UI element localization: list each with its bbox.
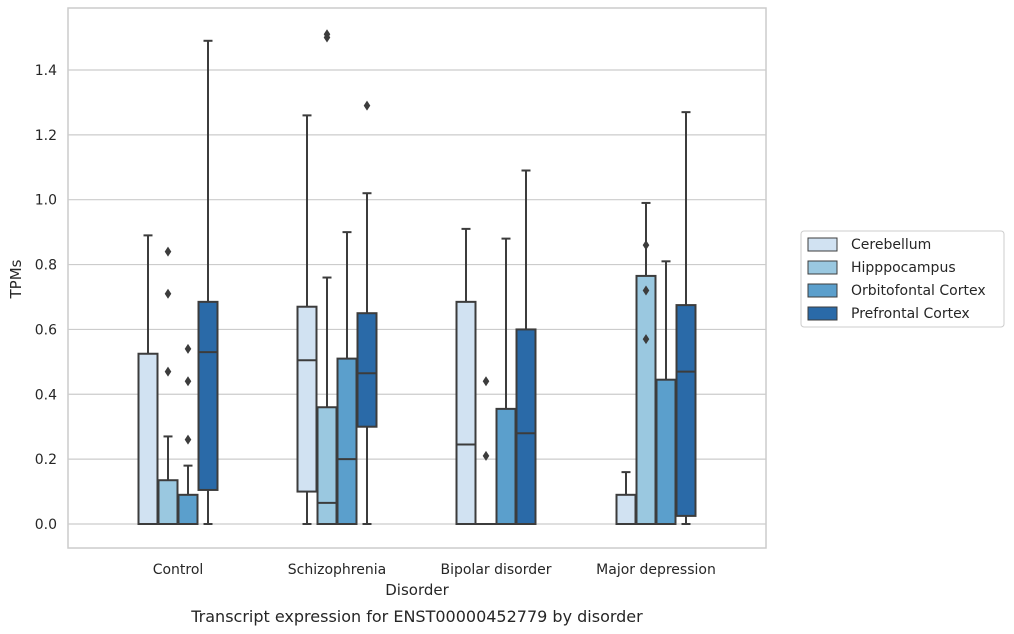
box-body	[615, 493, 637, 525]
box-body	[635, 274, 657, 525]
box-body	[157, 479, 179, 526]
box-body	[316, 406, 338, 526]
box-0-1	[296, 114, 318, 525]
x-tick-label: Control	[153, 562, 204, 578]
box-body	[675, 304, 697, 517]
legend-label: Hipppocampus	[851, 260, 956, 276]
outlier-marker	[164, 246, 172, 257]
outlier-marker	[164, 366, 172, 377]
x-tick-labels: Control Schizophrenia Bipolar disorder Majo…	[153, 562, 716, 578]
box-1-0	[157, 246, 179, 526]
x-axis-title: Disorder	[385, 581, 449, 599]
outlier-marker	[642, 334, 650, 345]
box-body	[455, 300, 477, 525]
box-body	[197, 300, 219, 491]
y-tick-label: 0.6	[35, 322, 57, 338]
box-1-1	[316, 29, 338, 526]
outlier-marker	[323, 29, 331, 40]
y-tick-label: 0.8	[35, 258, 57, 274]
chart-caption: Transcript expression for ENST0000045277…	[190, 607, 643, 626]
legend-frame	[800, 230, 1005, 328]
y-axis-title: TPMs	[7, 259, 25, 299]
outlier-marker	[482, 376, 490, 387]
legend-label: Orbitofontal Cortex	[851, 283, 986, 299]
box-layer	[137, 29, 697, 526]
box-body	[655, 378, 677, 525]
y-tick-label: 0.2	[35, 452, 57, 468]
box-body	[296, 305, 318, 493]
y-tick-label: 1.4	[35, 63, 57, 79]
plot-frame	[67, 7, 767, 549]
legend-label: Prefrontal Cortex	[851, 306, 970, 322]
legend-swatch	[807, 260, 838, 275]
box-3-1	[356, 100, 378, 525]
grid-layer	[68, 69, 766, 525]
outlier-marker	[184, 434, 192, 445]
box-body	[177, 493, 199, 525]
x-tick-label: Bipolar disorder	[440, 562, 551, 578]
outlier-marker	[184, 343, 192, 354]
legend-item: Orbitofontal Cortex	[807, 283, 986, 299]
legend-item: Hipppocampus	[807, 260, 956, 276]
legend-item: Cerebellum	[807, 237, 931, 253]
box-2-1	[336, 231, 358, 525]
legend: Cerebellum Hipppocampus Orbitofontal Corte…	[800, 230, 1005, 328]
legend-item: Prefrontal Cortex	[807, 306, 970, 322]
y-tick-labels: 0.0 0.2 0.4 0.6 0.8 1.0 1.2 1.4	[35, 63, 57, 533]
x-tick-label: Major depression	[596, 562, 716, 578]
box-2-2	[495, 237, 517, 526]
legend-label: Cerebellum	[851, 237, 931, 253]
outlier-marker	[642, 285, 650, 296]
x-tick-label: Schizophrenia	[288, 562, 386, 578]
y-tick-label: 1.0	[35, 193, 57, 209]
box-1-3	[635, 201, 657, 525]
legend-swatch	[807, 306, 838, 321]
box-3-2	[515, 169, 537, 526]
box-0-0	[137, 234, 159, 525]
legend-swatch	[807, 283, 838, 298]
box-0-2	[455, 227, 477, 525]
outlier-marker	[184, 376, 192, 387]
legend-items: Cerebellum Hipppocampus Orbitofontal Corte…	[807, 237, 986, 322]
box-3-0	[197, 39, 219, 525]
y-tick-label: 0.4	[35, 387, 57, 403]
outlier-marker	[642, 240, 650, 251]
outlier-marker	[482, 450, 490, 461]
box-body	[336, 357, 358, 525]
y-tick-label: 1.2	[35, 128, 57, 144]
box-0-3	[615, 471, 637, 525]
outlier-marker	[363, 100, 371, 111]
box-1-2	[475, 376, 497, 526]
legend-swatch	[807, 237, 838, 252]
box-body	[515, 328, 537, 526]
box-3-3	[675, 111, 697, 525]
outlier-marker	[164, 288, 172, 299]
box-body	[356, 312, 378, 428]
y-tick-label: 0.0	[35, 517, 57, 533]
box-body	[495, 407, 517, 526]
box-2-3	[655, 260, 677, 525]
box-2-0	[177, 343, 199, 525]
box-body	[137, 352, 159, 525]
